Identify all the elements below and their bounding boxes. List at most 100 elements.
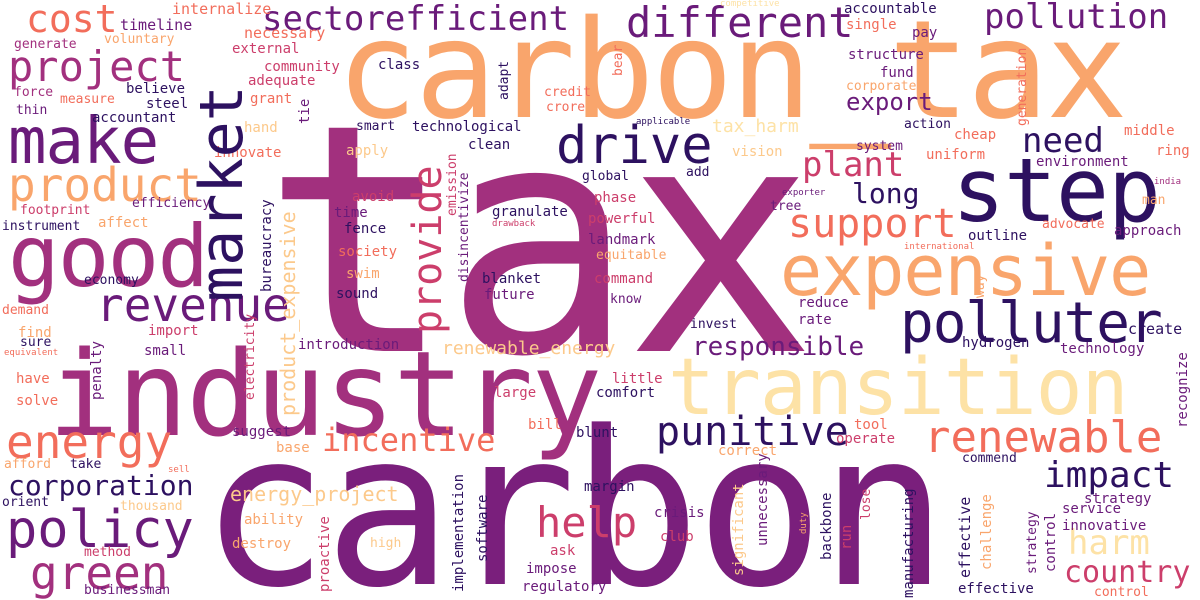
word-middle: middle	[1124, 123, 1175, 139]
word-grant: grant	[250, 91, 293, 107]
word-tax: tax	[262, 56, 816, 426]
word-vision: vision	[732, 144, 783, 160]
word-solve: solve	[16, 393, 59, 409]
word-drawback: drawback	[492, 219, 536, 229]
word-product: product	[8, 158, 202, 212]
word-responsible: responsible	[692, 332, 865, 362]
word-avoid: avoid	[352, 189, 395, 205]
word-clean: clean	[468, 137, 511, 153]
word-regulatory: regulatory	[522, 579, 607, 595]
word-phase: phase	[594, 190, 637, 206]
word-know: know	[610, 292, 642, 307]
word-significant: significant	[731, 483, 747, 576]
word-effective-v2: effective	[956, 496, 974, 578]
word-energy: energy	[6, 415, 173, 469]
word-corporate: corporate	[846, 79, 917, 94]
word-unnecessary: unnecessary	[755, 453, 771, 546]
word-revenue: revenue	[96, 278, 290, 332]
word-landmark: landmark	[588, 232, 656, 248]
word-competitive: competitive	[720, 0, 780, 9]
word-renewable-energy: renewable_energy	[442, 338, 616, 359]
word-step: step	[952, 139, 1161, 242]
word-pay: pay	[912, 25, 938, 41]
word-man: man	[1142, 193, 1166, 208]
word-little: little	[612, 371, 663, 387]
word-smart: smart	[356, 119, 396, 134]
word-necessary: necessary	[244, 24, 326, 42]
word-internalize: internalize	[172, 0, 272, 18]
word-external: external	[232, 41, 300, 57]
word-incentive: incentive	[322, 421, 496, 459]
word-international: international	[904, 242, 975, 252]
word-adapt: adapt	[497, 60, 512, 100]
word-efficiency: efficiency	[132, 196, 211, 211]
word-generate: generate	[14, 37, 77, 52]
word-hydrogen: hydrogen	[962, 335, 1030, 351]
word-ring: ring	[1156, 143, 1190, 159]
word-add: add	[686, 165, 710, 180]
word-need: need	[1022, 121, 1104, 161]
word-footprint: footprint	[20, 203, 91, 218]
word-fund: fund	[880, 65, 914, 81]
word-instrument: instrument	[2, 219, 81, 234]
word-force: force	[14, 85, 54, 100]
word-commend: commend	[962, 451, 1017, 466]
word-country: country	[1064, 555, 1191, 590]
word-tax-harm: tax_harm	[712, 116, 799, 137]
word-different: different	[626, 0, 854, 47]
word-economy: economy	[84, 273, 139, 288]
word-disincentivize: disincentivize	[457, 172, 472, 282]
word-innovative: strategy	[1084, 491, 1152, 507]
word-afford: afford	[4, 457, 51, 472]
word-renewable: renewable	[924, 412, 1163, 463]
word-drive: drive	[556, 116, 713, 176]
word-club: club	[660, 529, 694, 545]
word-demand: demand	[2, 303, 49, 318]
word-technological: technological	[412, 119, 522, 135]
word-steel: steel	[146, 96, 189, 112]
word-destroy: destroy	[232, 536, 292, 552]
word-project: project	[8, 42, 186, 91]
word-export: export	[846, 88, 933, 116]
word-crore: crore	[546, 100, 586, 115]
word-hand: hand	[244, 120, 278, 136]
word-punitive: punitive	[656, 409, 849, 455]
word-applicable: applicable	[636, 117, 691, 127]
word-provide: provide	[405, 165, 451, 334]
word-ability: ability	[244, 512, 304, 528]
word-electricity: electricity	[243, 313, 258, 400]
word-accountable: accountable	[844, 1, 937, 17]
word-uniform: uniform	[926, 147, 986, 163]
word-cheap: cheap	[954, 127, 997, 143]
word-fence: fence	[344, 221, 387, 237]
word-carbon: carbon	[200, 386, 948, 600]
word-believe: believe	[126, 81, 186, 97]
word-correct: correct	[718, 443, 778, 459]
word-large: large	[494, 385, 537, 401]
word-ask: ask	[550, 543, 576, 559]
word-credit: credit	[544, 85, 591, 100]
word-technology: technology	[1060, 341, 1145, 357]
word-single: single	[846, 17, 897, 33]
word-affect: affect	[98, 215, 149, 231]
word-tool: tool	[854, 417, 888, 433]
word-courageous: service	[1062, 501, 1122, 517]
word-time: time	[334, 205, 368, 221]
word-industry: industry	[48, 325, 602, 463]
word-harm: harm	[1068, 523, 1150, 563]
word-tie: tie	[297, 98, 313, 124]
word-businessman: businessman	[84, 583, 171, 598]
word-reduce: reduce	[798, 295, 849, 311]
word-granulate: granulate	[492, 204, 568, 220]
word-small: small	[144, 343, 187, 359]
word-control: control	[1043, 512, 1059, 572]
word-bureaucracy: bureaucracy	[259, 199, 275, 292]
word-polluter: polluter	[900, 291, 1163, 356]
word-impose: impose	[526, 561, 577, 577]
word-carbon-tax: carbon_tax	[336, 0, 1128, 150]
word-bill: bill	[528, 417, 562, 433]
word-have: have	[16, 371, 50, 387]
word-run: run	[839, 524, 855, 550]
word-command: command	[594, 271, 654, 287]
